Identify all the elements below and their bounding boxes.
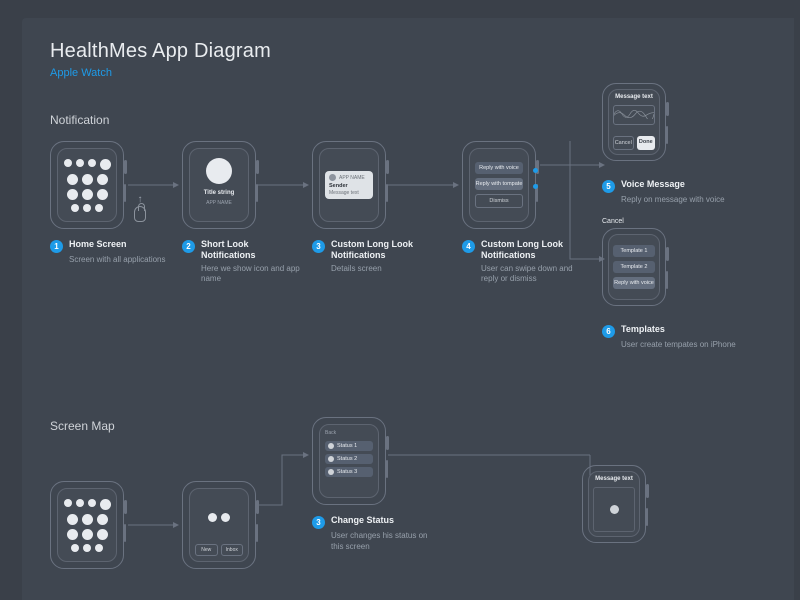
caption-6: 6 Templates User create tempates on iPho… [602,324,742,351]
templates-cancel-label: Cancel [602,218,666,225]
step-badge: 1 [50,240,63,253]
reply-template-button[interactable]: Reply with tompate [475,178,523,190]
watch-home-screen [50,141,124,229]
shortlook-appname: APP NAME [195,200,243,206]
swipe-up-icon: ↑ [132,195,148,222]
shortlook-app-icon [206,158,232,184]
template-voice-button[interactable]: Reply with voice [613,277,655,289]
reply-voice-button[interactable]: Reply with voice [475,162,523,174]
screenmap-caption-3: 3 Change Status User changes his status … [312,515,432,553]
voice-cancel-button[interactable]: Cancel [613,136,634,150]
longlook-card: APP NAME Sender Message text [325,171,373,199]
watch-long-look: APP NAME Sender Message text [312,141,386,229]
voice-waveform [613,105,655,125]
page-title: HealthMes App Diagram [50,40,794,63]
screenmap-watch-message: Message text [582,465,646,543]
shortlook-title: Title string [195,190,243,196]
watch-voice-message: Message text Cancel Done [602,83,666,161]
tab-inbox[interactable]: Inbox [221,544,244,556]
template-1-button[interactable]: Template 1 [613,245,655,257]
watch-templates: Template 1 Template 2 Reply with voice [602,228,666,306]
tab-new[interactable]: New [195,544,218,556]
template-2-button[interactable]: Template 2 [613,261,655,273]
caption-3: 3 Custom Long Look Notifications Details… [312,239,432,274]
status-3-button[interactable]: Status 3 [325,467,373,477]
dismiss-button[interactable]: Dismiss [475,194,523,208]
home-app-grid [63,154,111,216]
voice-done-button[interactable]: Done [637,136,656,150]
status-2-button[interactable]: Status 2 [325,454,373,464]
page-subtitle: Apple Watch [50,67,794,79]
caption-2: 2 Short Look Notifications Here we show … [182,239,302,285]
watch-short-look: Title string APP NAME [182,141,256,229]
watch-reply-options: Reply with voice Reply with tompate Dism… [462,141,536,229]
caption-1: 1 Home Screen Screen with all applicatio… [50,239,170,266]
status-1-button[interactable]: Status 1 [325,441,373,451]
screenmap-watch-status: Back Status 1 Status 2 Status 3 [312,417,386,505]
caption-5: 5 Voice Message Reply on message with vo… [602,179,742,206]
status-back-label[interactable]: Back [325,430,373,436]
screenmap-app-grid [63,494,111,556]
screenmap-watch-home [50,481,124,569]
diagram-panel: HealthMes App Diagram Apple Watch Notifi… [22,18,794,600]
screenmap-watch-tabs: New Inbox [182,481,256,569]
caption-4: 4 Custom Long Look Notifications User ca… [462,239,582,285]
